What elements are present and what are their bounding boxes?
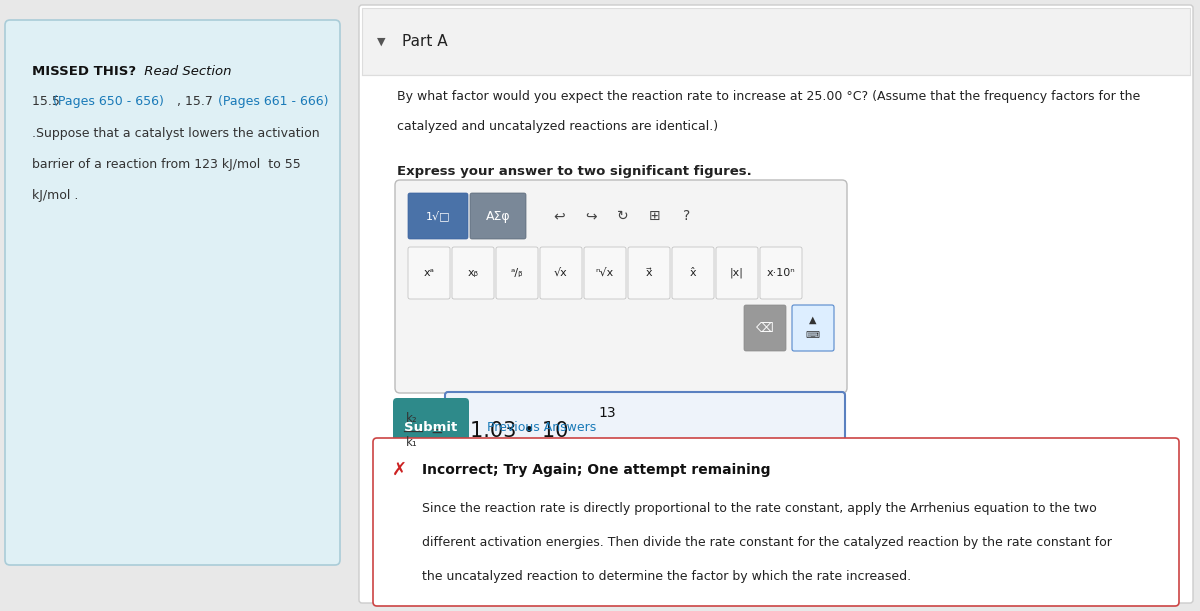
Text: ⊞: ⊞ — [649, 209, 661, 223]
Text: Read Section: Read Section — [140, 65, 232, 78]
Text: ▼: ▼ — [377, 37, 385, 46]
Text: k₁: k₁ — [406, 436, 418, 450]
Text: xᵃ: xᵃ — [424, 268, 434, 278]
Text: kJ/mol .: kJ/mol . — [32, 189, 78, 202]
FancyBboxPatch shape — [716, 247, 758, 299]
Text: (Pages 650 - 656): (Pages 650 - 656) — [53, 95, 164, 108]
Text: the uncatalyzed reaction to determine the factor by which the rate increased.: the uncatalyzed reaction to determine th… — [422, 570, 911, 583]
FancyBboxPatch shape — [672, 247, 714, 299]
FancyBboxPatch shape — [359, 5, 1193, 603]
FancyBboxPatch shape — [744, 305, 786, 351]
Text: x⃗: x⃗ — [646, 268, 653, 278]
Text: ⁿ√x: ⁿ√x — [596, 268, 614, 278]
FancyBboxPatch shape — [394, 398, 469, 458]
Text: x̂: x̂ — [690, 268, 696, 278]
Text: ✗: ✗ — [391, 461, 407, 479]
FancyBboxPatch shape — [584, 247, 626, 299]
Text: =: = — [430, 423, 443, 439]
Text: Part A: Part A — [402, 34, 448, 49]
Text: AΣφ: AΣφ — [486, 210, 510, 222]
Text: k₂: k₂ — [406, 412, 418, 425]
Text: Since the reaction rate is directly proportional to the rate constant, apply the: Since the reaction rate is directly prop… — [422, 502, 1097, 515]
Text: Express your answer to two significant figures.: Express your answer to two significant f… — [397, 165, 751, 178]
Text: |x|: |x| — [730, 268, 744, 278]
Text: x·10ⁿ: x·10ⁿ — [767, 268, 796, 278]
Text: ⌨: ⌨ — [806, 330, 820, 340]
Text: (Pages 661 - 666): (Pages 661 - 666) — [218, 95, 329, 108]
FancyBboxPatch shape — [628, 247, 670, 299]
Text: ↪: ↪ — [586, 209, 596, 223]
Text: Incorrect; Try Again; One attempt remaining: Incorrect; Try Again; One attempt remain… — [422, 463, 770, 477]
FancyBboxPatch shape — [395, 180, 847, 393]
FancyBboxPatch shape — [760, 247, 802, 299]
Text: ⌫: ⌫ — [756, 321, 774, 334]
FancyBboxPatch shape — [496, 247, 538, 299]
FancyBboxPatch shape — [408, 193, 468, 239]
Text: different activation energies. Then divide the rate constant for the catalyzed r: different activation energies. Then divi… — [422, 536, 1112, 549]
FancyBboxPatch shape — [452, 247, 494, 299]
FancyBboxPatch shape — [470, 193, 526, 239]
Text: MISSED THIS?: MISSED THIS? — [32, 65, 136, 78]
FancyBboxPatch shape — [792, 305, 834, 351]
Text: .Suppose that a catalyst lowers the activation: .Suppose that a catalyst lowers the acti… — [32, 127, 319, 140]
FancyBboxPatch shape — [362, 8, 1190, 75]
Text: ↩: ↩ — [553, 209, 565, 223]
FancyBboxPatch shape — [373, 438, 1178, 606]
Text: barrier of a reaction from 123 kJ/mol  to 55: barrier of a reaction from 123 kJ/mol to… — [32, 158, 301, 171]
Text: ?: ? — [683, 209, 691, 223]
Text: xᵦ: xᵦ — [468, 268, 479, 278]
Text: ↻: ↻ — [617, 209, 629, 223]
Text: By what factor would you expect the reaction rate to increase at 25.00 °C? (Assu: By what factor would you expect the reac… — [397, 90, 1140, 103]
Text: , 15.7: , 15.7 — [173, 95, 217, 108]
Text: ▶  View Available Hint(s): ▶ View Available Hint(s) — [397, 207, 551, 220]
Text: Previous Answers: Previous Answers — [487, 422, 596, 434]
Text: Submit: Submit — [404, 422, 457, 434]
Text: 1.03 • 10: 1.03 • 10 — [470, 421, 569, 441]
Text: 1√□: 1√□ — [426, 211, 450, 221]
Text: 15.5: 15.5 — [32, 95, 64, 108]
FancyBboxPatch shape — [408, 247, 450, 299]
FancyBboxPatch shape — [540, 247, 582, 299]
FancyBboxPatch shape — [445, 392, 845, 470]
Text: catalyzed and uncatalyzed reactions are identical.): catalyzed and uncatalyzed reactions are … — [397, 120, 718, 133]
Text: 13: 13 — [598, 406, 616, 420]
Text: ▲: ▲ — [809, 315, 817, 325]
Text: √x: √x — [554, 268, 568, 278]
FancyBboxPatch shape — [5, 20, 340, 565]
Text: ᵃ∕ᵦ: ᵃ∕ᵦ — [511, 268, 523, 278]
